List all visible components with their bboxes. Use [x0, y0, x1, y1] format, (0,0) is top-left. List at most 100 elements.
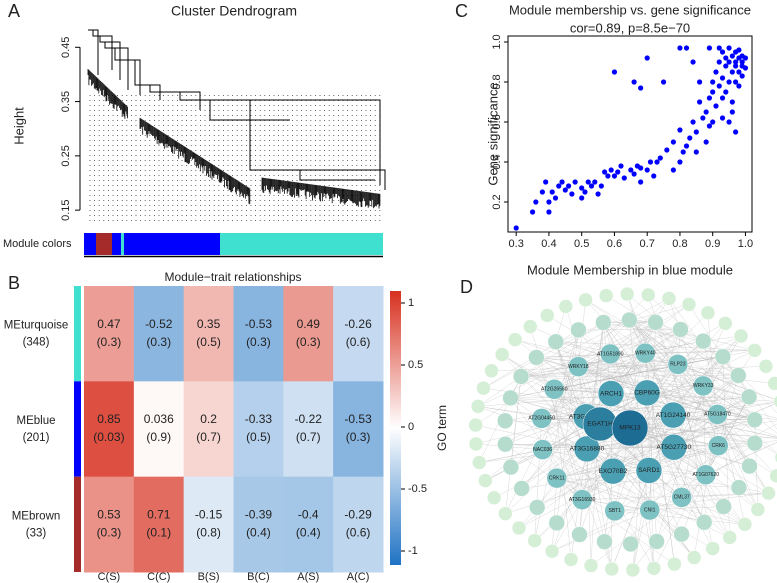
module-color	[124, 233, 220, 255]
point	[631, 171, 637, 177]
point	[670, 167, 676, 173]
edge	[541, 329, 681, 419]
x-tick-label: 0.8	[672, 238, 687, 250]
node	[672, 321, 689, 338]
edge	[677, 335, 742, 365]
edge	[505, 352, 646, 445]
node-label: MPK13	[619, 425, 641, 432]
edge	[551, 478, 557, 552]
node-label: WRKY33	[693, 383, 714, 389]
heatmap-cell	[133, 381, 185, 478]
point	[726, 119, 732, 125]
cell-value: -0.22	[295, 412, 323, 426]
column-label: C(C)	[147, 571, 170, 583]
node-label: AT3G16930	[569, 497, 596, 503]
node	[714, 348, 732, 365]
cell-p-label: (0.4)	[246, 526, 271, 540]
edge	[534, 356, 723, 541]
point	[543, 179, 549, 185]
point	[703, 109, 709, 115]
edge	[681, 497, 745, 525]
edge	[521, 366, 766, 377]
point	[611, 173, 618, 179]
edge	[521, 364, 678, 377]
cell-p-label: (0.3)	[296, 335, 321, 349]
point	[549, 189, 555, 195]
edge	[554, 294, 649, 390]
point	[677, 45, 683, 51]
node	[707, 404, 728, 425]
cell-p-label: (0.4)	[296, 526, 321, 540]
point	[713, 69, 719, 75]
heatmap-cell	[133, 286, 185, 382]
y-tick-label: 0.35	[60, 91, 72, 112]
edge	[555, 341, 588, 449]
node	[722, 530, 737, 545]
node	[746, 434, 764, 452]
x-tick-label: 0.6	[607, 238, 622, 250]
cell-value: 0.2	[200, 412, 217, 426]
node	[571, 489, 593, 510]
point	[719, 75, 726, 81]
point	[710, 119, 716, 125]
module-color	[84, 233, 96, 255]
node	[621, 311, 638, 329]
node-label: EGAT1H	[587, 421, 613, 428]
node	[622, 535, 639, 553]
node-label: AT3G16880	[570, 446, 605, 453]
node	[769, 468, 777, 484]
node	[625, 562, 641, 578]
point	[729, 99, 735, 105]
cell-value: 0.49	[297, 317, 321, 331]
node	[484, 363, 499, 379]
chart-title: Module membership vs. gene significance	[509, 2, 751, 17]
point	[736, 47, 742, 53]
node	[546, 467, 568, 489]
cell-value: -0.52	[145, 317, 173, 331]
point	[706, 123, 713, 129]
point	[742, 55, 749, 61]
panel-a: A Cluster Dendrogram Height Module colors 0.…	[3, 1, 386, 258]
node	[708, 435, 729, 456]
edge	[541, 418, 615, 511]
point	[726, 59, 732, 65]
point	[693, 129, 699, 135]
node	[715, 498, 732, 515]
node	[730, 367, 747, 384]
edge	[681, 493, 769, 498]
point	[565, 183, 572, 189]
cell-value: -0.33	[245, 412, 273, 426]
point	[579, 195, 585, 201]
point	[723, 55, 729, 61]
node	[671, 487, 692, 508]
node-label: CBP60G	[634, 390, 660, 397]
node	[583, 558, 599, 573]
point	[719, 115, 726, 121]
node-label: ARCH1	[600, 390, 622, 397]
edge	[556, 445, 719, 479]
cell-p-label: (0.3)	[246, 335, 271, 349]
node	[544, 379, 565, 400]
node	[635, 457, 663, 484]
point	[546, 209, 552, 215]
chart-subtitle: cor=0.89, p=8.5e−70	[570, 20, 690, 35]
heatmap-cell	[133, 476, 185, 573]
cell-value: -0.39	[245, 508, 273, 522]
heatmap-cell	[233, 476, 284, 573]
point	[733, 129, 739, 135]
panel-b: B Module−trait relationships MEturquoise (3…	[4, 270, 449, 583]
point	[687, 135, 693, 141]
edge	[627, 293, 750, 398]
cell-p-label: (0.8)	[196, 526, 221, 540]
edge	[521, 356, 723, 377]
node	[604, 561, 620, 577]
node-label: EXO70B2	[598, 468, 627, 475]
y-tick-label: 0.45	[60, 37, 72, 58]
edge	[603, 322, 674, 416]
node	[478, 473, 493, 488]
point	[713, 103, 719, 109]
node	[578, 292, 593, 308]
node	[528, 349, 545, 366]
y-tick-label: 0.6	[491, 114, 503, 129]
